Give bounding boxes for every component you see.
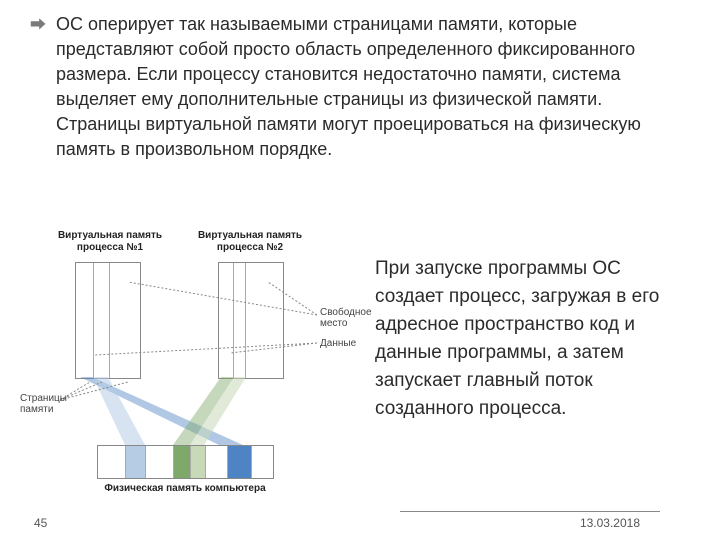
bullet-icon: ⮕ (30, 15, 46, 162)
phys-segment (228, 446, 252, 478)
phys-label: Физическая память компьютера (80, 483, 290, 495)
page-number: 45 (34, 516, 47, 530)
side-paragraph: При запуске программы ОС создает процесс… (375, 255, 690, 423)
pages-label: Страницыпамяти (20, 393, 75, 415)
phys-segment (191, 446, 205, 478)
phys-segment (174, 446, 191, 478)
phys-segment (206, 446, 228, 478)
footer-divider (400, 511, 660, 512)
slide: ⮕ ОС оперирует так называемыми страницам… (0, 0, 720, 540)
phys-segment (146, 446, 174, 478)
phys-segment (126, 446, 146, 478)
phys-segment (98, 446, 126, 478)
free-space-label: Свободноеместо (320, 307, 378, 329)
bullet-block: ⮕ ОС оперирует так называемыми страницам… (30, 12, 690, 162)
bullet-text: ОС оперирует так называемыми страницами … (56, 12, 690, 162)
memory-diagram: Виртуальная памятьпроцесса №1 Виртуальна… (20, 225, 370, 505)
projection-ray (93, 377, 145, 445)
data-label: Данные (320, 338, 356, 349)
physical-memory-block (97, 445, 274, 479)
footer-date: 13.03.2018 (580, 516, 640, 530)
phys-segment (252, 446, 273, 478)
